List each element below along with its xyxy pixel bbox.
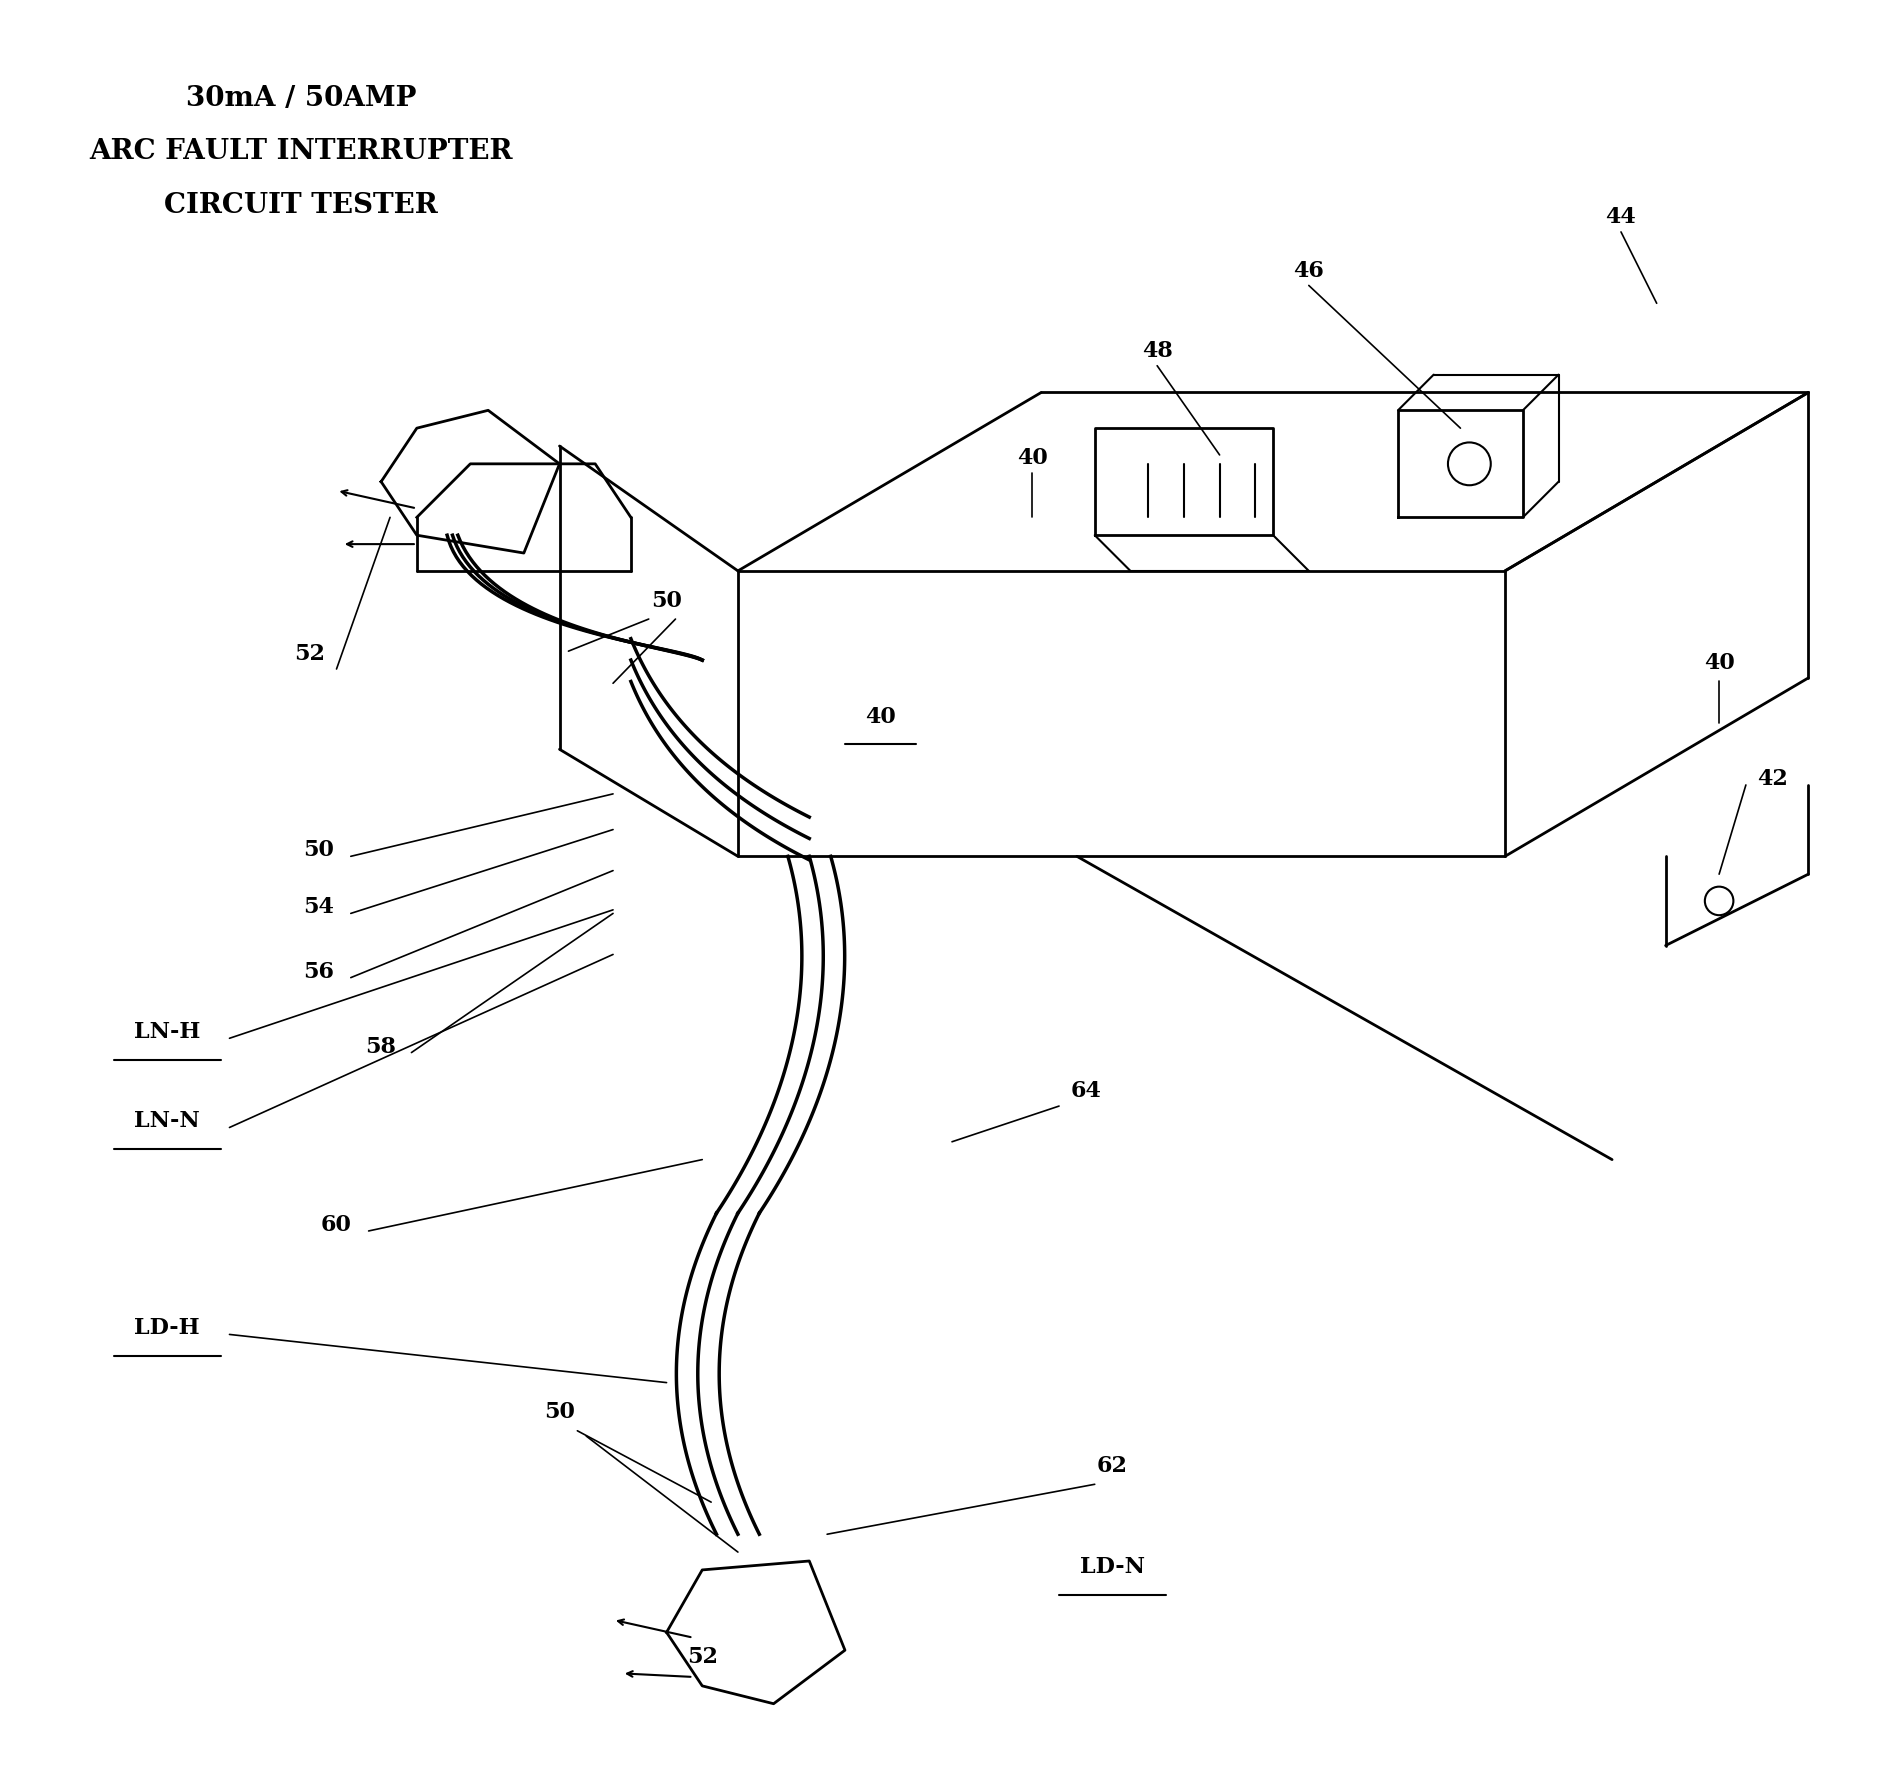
Text: 56: 56 [303, 960, 335, 983]
Text: 40: 40 [1017, 446, 1047, 469]
Text: 42: 42 [1757, 767, 1788, 790]
Text: 58: 58 [366, 1035, 396, 1058]
Text: 40: 40 [864, 705, 897, 728]
Text: 46: 46 [1293, 259, 1325, 282]
Text: 44: 44 [1605, 205, 1636, 228]
Text: LD-H: LD-H [133, 1317, 200, 1340]
Text: 52: 52 [295, 642, 326, 665]
Text: 40: 40 [1704, 651, 1735, 674]
Text: 64: 64 [1070, 1079, 1101, 1103]
Text: 30mA / 50AMP: 30mA / 50AMP [185, 84, 417, 112]
Text: 54: 54 [303, 896, 333, 919]
Text: 50: 50 [651, 589, 682, 612]
Text: CIRCUIT TESTER: CIRCUIT TESTER [164, 191, 438, 219]
Text: 50: 50 [303, 838, 333, 862]
Text: 48: 48 [1142, 339, 1173, 362]
Text: 52: 52 [687, 1645, 718, 1668]
Text: ARC FAULT INTERRUPTER: ARC FAULT INTERRUPTER [89, 137, 512, 166]
Text: LN-N: LN-N [133, 1110, 200, 1133]
Text: 60: 60 [322, 1213, 352, 1236]
Text: LN-H: LN-H [133, 1020, 200, 1044]
Text: 62: 62 [1097, 1454, 1127, 1477]
Text: LD-N: LD-N [1080, 1556, 1144, 1579]
Text: 50: 50 [545, 1400, 575, 1424]
